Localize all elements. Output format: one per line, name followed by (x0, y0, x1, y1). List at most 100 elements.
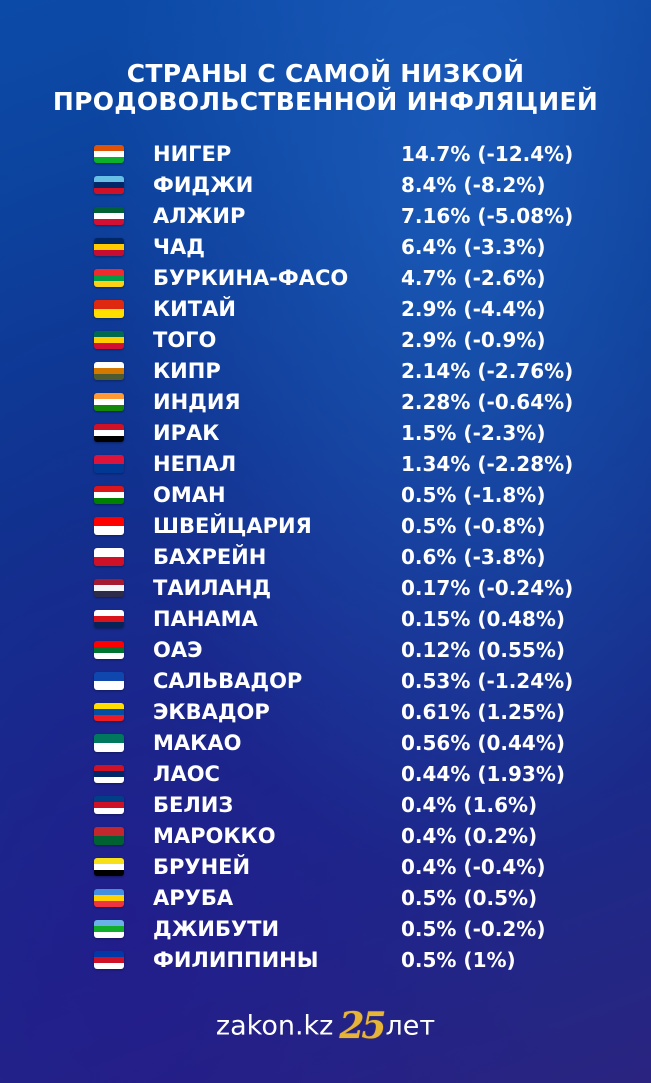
country-name: ТАИЛАНД (153, 576, 272, 600)
inflation-value: 0.17% (-0.24%) (401, 576, 574, 600)
country-name: ОАЭ (153, 638, 203, 662)
country-list: НИГЕР 14.7% (-12.4%) ФИДЖИ 8.4% (-8.2%) АЛЖИ… (0, 138, 651, 975)
togo-flag-icon (94, 331, 124, 349)
inflation-value: 0.5% (-0.8%) (401, 514, 546, 538)
country-name: БУРКИНА-ФАСО (153, 266, 349, 290)
country-name: БЕЛИЗ (153, 793, 234, 817)
inflation-value: 0.4% (-0.4%) (401, 855, 546, 879)
inflation-value: 0.15% (0.48%) (401, 607, 566, 631)
country-name: ЛАОС (153, 762, 220, 786)
country-row: ОМАН 0.5% (-1.8%) (0, 479, 651, 510)
inflation-value: 8.4% (-8.2%) (401, 173, 546, 197)
country-name: ЧАД (153, 235, 205, 259)
country-name: ДЖИБУТИ (153, 917, 280, 941)
inflation-value: 2.28% (-0.64%) (401, 390, 574, 414)
country-row: КИТАЙ 2.9% (-4.4%) (0, 293, 651, 324)
india-flag-icon (94, 393, 124, 411)
country-name: ТОГО (153, 328, 217, 352)
belize-flag-icon (94, 796, 124, 814)
country-row: САЛЬВАДОР 0.53% (-1.24%) (0, 665, 651, 696)
country-row: ИНДИЯ 2.28% (-0.64%) (0, 386, 651, 417)
china-flag-icon (94, 300, 124, 318)
nepal-flag-icon (94, 455, 124, 473)
footer-logo: zakon.kz 25лет (0, 1005, 651, 1047)
burkina-faso-flag-icon (94, 269, 124, 287)
aruba-flag-icon (94, 889, 124, 907)
inflation-value: 1.5% (-2.3%) (401, 421, 546, 445)
country-name: МАРОККО (153, 824, 276, 848)
inflation-value: 0.4% (0.2%) (401, 824, 538, 848)
inflation-value: 7.16% (-5.08%) (401, 204, 574, 228)
site-name: zakon.kz (215, 1010, 334, 1042)
country-row: АЛЖИР 7.16% (-5.08%) (0, 200, 651, 231)
laos-flag-icon (94, 765, 124, 783)
country-name: АЛЖИР (153, 204, 246, 228)
country-row: ФИДЖИ 8.4% (-8.2%) (0, 169, 651, 200)
inflation-value: 0.5% (1%) (401, 948, 516, 972)
iraq-flag-icon (94, 424, 124, 442)
country-row: ИРАК 1.5% (-2.3%) (0, 417, 651, 448)
country-name: ЭКВАДОР (153, 700, 270, 724)
algeria-flag-icon (94, 207, 124, 225)
djibouti-flag-icon (94, 920, 124, 938)
macau-flag-icon (94, 734, 124, 752)
inflation-value: 0.6% (-3.8%) (401, 545, 546, 569)
panama-flag-icon (94, 610, 124, 628)
el-salvador-flag-icon (94, 672, 124, 690)
country-row: ШВЕЙЦАРИЯ 0.5% (-0.8%) (0, 510, 651, 541)
country-row: ДЖИБУТИ 0.5% (-0.2%) (0, 913, 651, 944)
country-row: МАКАО 0.56% (0.44%) (0, 727, 651, 758)
cyprus-flag-icon (94, 362, 124, 380)
thailand-flag-icon (94, 579, 124, 597)
country-row: ПАНАМА 0.15% (0.48%) (0, 603, 651, 634)
inflation-value: 0.61% (1.25%) (401, 700, 566, 724)
anniversary-suffix: лет (385, 1010, 436, 1042)
inflation-value: 2.9% (-0.9%) (401, 328, 546, 352)
country-row: ФИЛИППИНЫ 0.5% (1%) (0, 944, 651, 975)
country-row: БУРКИНА-ФАСО 4.7% (-2.6%) (0, 262, 651, 293)
country-row: НИГЕР 14.7% (-12.4%) (0, 138, 651, 169)
inflation-value: 1.34% (-2.28%) (401, 452, 574, 476)
country-row: БАХРЕЙН 0.6% (-3.8%) (0, 541, 651, 572)
brunei-flag-icon (94, 858, 124, 876)
inflation-value: 0.53% (-1.24%) (401, 669, 574, 693)
inflation-value: 0.4% (1.6%) (401, 793, 538, 817)
fiji-flag-icon (94, 176, 124, 194)
inflation-value: 6.4% (-3.3%) (401, 235, 546, 259)
inflation-value: 4.7% (-2.6%) (401, 266, 546, 290)
country-row: ТОГО 2.9% (-0.9%) (0, 324, 651, 355)
inflation-value: 2.14% (-2.76%) (401, 359, 574, 383)
country-name: ОМАН (153, 483, 226, 507)
country-row: ТАИЛАНД 0.17% (-0.24%) (0, 572, 651, 603)
inflation-value: 0.44% (1.93%) (401, 762, 566, 786)
inflation-value: 0.5% (-1.8%) (401, 483, 546, 507)
country-row: МАРОККО 0.4% (0.2%) (0, 820, 651, 851)
country-name: МАКАО (153, 731, 242, 755)
country-name: БАХРЕЙН (153, 545, 267, 569)
country-name: БРУНЕЙ (153, 855, 251, 879)
country-name: ФИДЖИ (153, 173, 254, 197)
page-title: СТРАНЫ С САМОЙ НИЗКОЙ ПРОДОВОЛЬСТВЕННОЙ … (0, 60, 651, 116)
country-row: ЛАОС 0.44% (1.93%) (0, 758, 651, 789)
country-name: КИТАЙ (153, 297, 236, 321)
country-name: НЕПАЛ (153, 452, 237, 476)
country-row: ЧАД 6.4% (-3.3%) (0, 231, 651, 262)
country-name: ФИЛИППИНЫ (153, 948, 319, 972)
title-line-1: СТРАНЫ С САМОЙ НИЗКОЙ (126, 59, 525, 88)
country-row: ОАЭ 0.12% (0.55%) (0, 634, 651, 665)
philippines-flag-icon (94, 951, 124, 969)
anniversary-number: 25 (339, 1005, 386, 1047)
country-name: АРУБА (153, 886, 234, 910)
country-name: ИНДИЯ (153, 390, 241, 414)
inflation-value: 2.9% (-4.4%) (401, 297, 546, 321)
oman-flag-icon (94, 486, 124, 504)
switzerland-flag-icon (94, 517, 124, 535)
uae-flag-icon (94, 641, 124, 659)
title-line-2: ПРОДОВОЛЬСТВЕННОЙ ИНФЛЯЦИЕЙ (52, 87, 599, 116)
country-name: САЛЬВАДОР (153, 669, 303, 693)
country-row: БЕЛИЗ 0.4% (1.6%) (0, 789, 651, 820)
morocco-flag-icon (94, 827, 124, 845)
niger-flag-icon (94, 145, 124, 163)
country-row: НЕПАЛ 1.34% (-2.28%) (0, 448, 651, 479)
ecuador-flag-icon (94, 703, 124, 721)
